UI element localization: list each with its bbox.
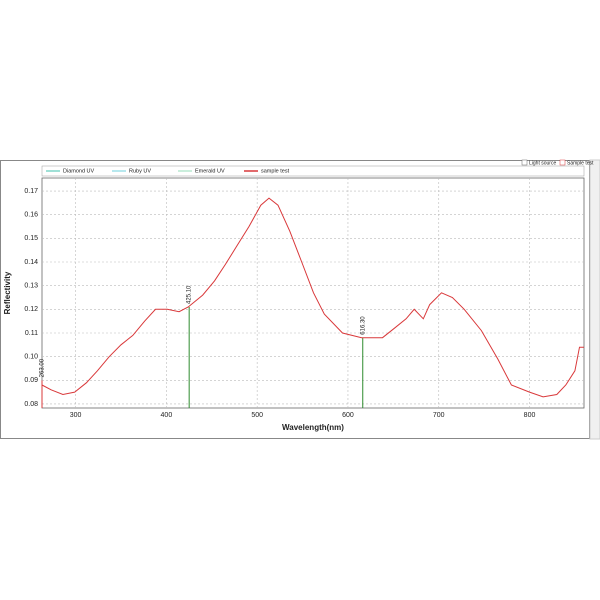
toggle-label[interactable]: Light source bbox=[529, 160, 556, 166]
y-tick-label: 0.12 bbox=[24, 306, 38, 313]
panel bbox=[0, 160, 590, 439]
y-tick-label: 0.08 bbox=[24, 401, 38, 408]
toggle-box[interactable] bbox=[521, 159, 528, 166]
x-tick-label: 600 bbox=[342, 412, 354, 419]
marker-label: 425.10 bbox=[187, 285, 193, 304]
data-line bbox=[41, 197, 584, 398]
marker-label: 263.00 bbox=[40, 358, 46, 377]
legend bbox=[41, 165, 585, 177]
x-tick-label: 400 bbox=[161, 412, 173, 419]
x-tick-label: 500 bbox=[251, 412, 263, 419]
y-tick-label: 0.10 bbox=[24, 353, 38, 360]
toggle-box[interactable] bbox=[559, 159, 566, 166]
y-axis-label: Reflectivity bbox=[3, 271, 12, 314]
y-tick-label: 0.15 bbox=[24, 235, 38, 242]
x-axis-label: Wavelength(nm) bbox=[282, 423, 344, 432]
y-tick-label: 0.11 bbox=[25, 330, 38, 337]
y-tick-label: 0.17 bbox=[24, 188, 38, 195]
x-tick-label: 700 bbox=[433, 412, 445, 419]
y-tick-label: 0.13 bbox=[24, 283, 38, 290]
marker-label: 616.30 bbox=[360, 316, 366, 335]
y-tick-label: 0.14 bbox=[24, 259, 38, 266]
plot-area bbox=[41, 177, 585, 409]
legend-label: Diamond UV bbox=[63, 168, 95, 174]
scrollbar[interactable] bbox=[589, 159, 600, 440]
x-tick-label: 300 bbox=[70, 412, 82, 419]
legend-label: Ruby UV bbox=[129, 168, 151, 174]
y-tick-label: 0.09 bbox=[24, 377, 38, 384]
legend-label: sample test bbox=[261, 168, 290, 174]
legend-label: Emerald UV bbox=[195, 168, 225, 174]
y-tick-label: 0.16 bbox=[24, 212, 38, 219]
x-tick-label: 800 bbox=[524, 412, 536, 419]
toggle-label[interactable]: Sample test bbox=[567, 160, 594, 166]
